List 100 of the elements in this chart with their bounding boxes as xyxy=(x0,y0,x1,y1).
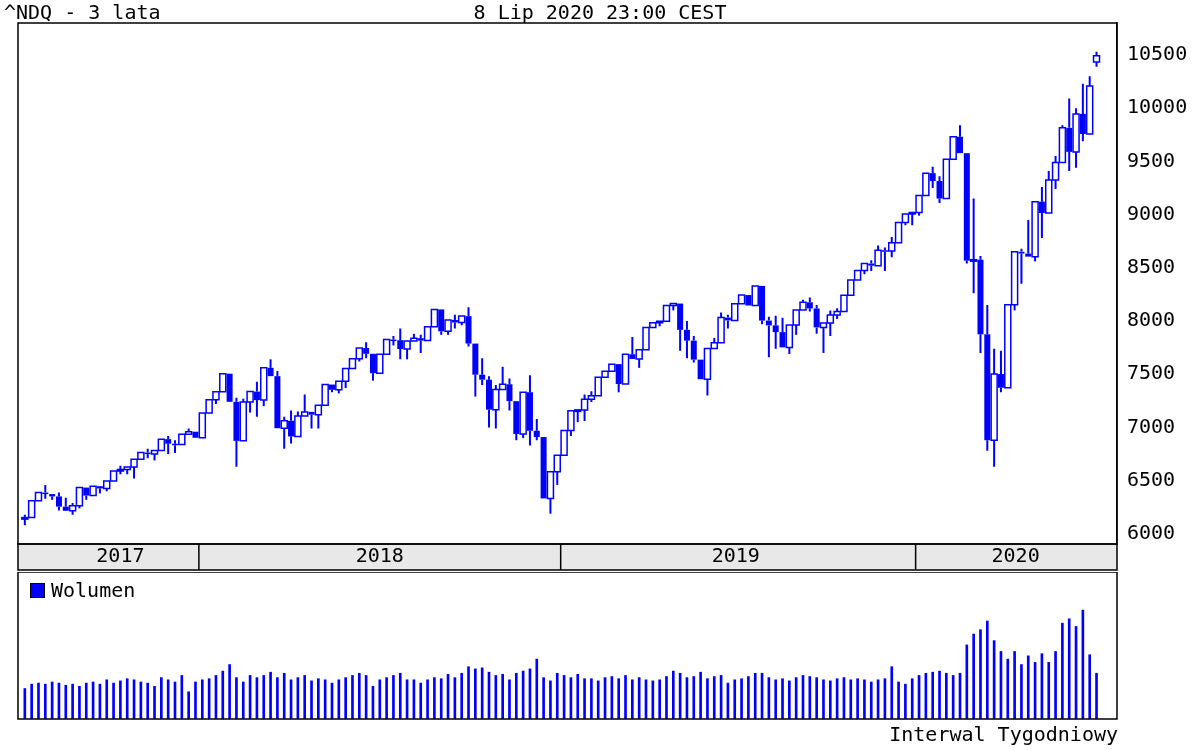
bar xyxy=(542,677,545,719)
x-tick-label: 2020 xyxy=(991,543,1040,568)
bar xyxy=(747,676,750,719)
candlestick xyxy=(479,357,486,386)
bar xyxy=(71,683,74,719)
bar xyxy=(706,678,709,719)
bar xyxy=(1006,658,1010,719)
bar xyxy=(508,679,511,719)
bar xyxy=(972,633,975,719)
bar xyxy=(30,683,33,719)
y-tick-label: 7000 xyxy=(1127,413,1176,438)
bar xyxy=(494,675,498,719)
candlestick xyxy=(690,334,697,364)
bar xyxy=(897,681,900,719)
bar xyxy=(910,678,914,719)
bar xyxy=(815,677,818,719)
bar xyxy=(590,678,593,719)
bar xyxy=(344,677,347,719)
x-tick-label: 2018 xyxy=(355,543,404,568)
y-tick-label: 7500 xyxy=(1127,360,1176,385)
candlestick xyxy=(772,314,779,350)
bar xyxy=(794,677,798,719)
bar xyxy=(890,666,894,719)
chart-subtitle: 8 Lip 2020 23:00 CEST xyxy=(473,0,727,24)
bar xyxy=(323,679,327,719)
bar xyxy=(938,670,941,719)
bar xyxy=(474,668,477,719)
bar xyxy=(828,680,832,719)
bar xyxy=(1061,622,1064,719)
bar xyxy=(624,675,627,719)
bar xyxy=(658,679,661,719)
bar xyxy=(235,677,238,719)
bar xyxy=(1067,618,1071,719)
bar xyxy=(869,681,873,719)
bar xyxy=(965,644,969,719)
bar xyxy=(392,675,395,719)
bar xyxy=(337,679,341,719)
x-tick-label: 2017 xyxy=(96,543,145,568)
bar xyxy=(1013,651,1016,719)
bar xyxy=(596,680,600,719)
bar xyxy=(378,679,382,719)
bar xyxy=(37,682,40,719)
bar xyxy=(1088,654,1092,719)
bar xyxy=(822,679,825,719)
bar xyxy=(740,678,743,719)
bar xyxy=(310,680,313,719)
bar xyxy=(692,676,696,719)
y-tick-label: 9500 xyxy=(1127,147,1176,172)
bar xyxy=(398,672,402,719)
bar xyxy=(43,683,47,719)
x-tick-label: 2019 xyxy=(711,543,760,568)
bar xyxy=(241,681,245,719)
y-tick-label: 6000 xyxy=(1127,520,1176,545)
bar xyxy=(84,682,88,719)
bar xyxy=(535,658,539,719)
bar xyxy=(781,678,784,719)
y-tick-label: 8000 xyxy=(1127,307,1176,332)
bar xyxy=(78,686,81,719)
bar xyxy=(555,672,559,719)
bar xyxy=(979,629,982,719)
bar xyxy=(112,682,115,719)
bar xyxy=(753,672,757,719)
bar xyxy=(426,679,429,719)
bar xyxy=(501,674,504,719)
bar xyxy=(317,678,320,719)
chart-title: ^NDQ - 3 lata xyxy=(4,0,161,24)
bar xyxy=(651,680,655,719)
bar xyxy=(146,682,150,719)
bar xyxy=(671,670,675,719)
y-tick-label: 6500 xyxy=(1127,466,1176,491)
bar xyxy=(985,620,989,719)
candlestick xyxy=(533,417,540,442)
bar xyxy=(262,675,266,719)
text: Interwal Tygodniowy xyxy=(889,722,1118,746)
bar xyxy=(125,678,129,719)
bar xyxy=(733,679,737,719)
bar xyxy=(303,675,307,719)
bar xyxy=(583,678,586,719)
bar xyxy=(849,679,853,719)
bar xyxy=(351,675,354,719)
bar xyxy=(160,677,163,719)
bar xyxy=(631,679,634,719)
y-tick-label: 10500 xyxy=(1127,41,1188,66)
bar xyxy=(357,672,361,719)
bar xyxy=(549,680,552,719)
bar xyxy=(282,672,286,719)
bar xyxy=(665,676,668,719)
bar xyxy=(1026,655,1030,719)
bar xyxy=(1047,662,1051,719)
bar xyxy=(64,684,68,719)
bar xyxy=(904,683,907,719)
candlestick xyxy=(472,343,479,398)
bar xyxy=(945,672,948,719)
bar xyxy=(119,680,122,719)
bar xyxy=(439,678,443,719)
bar xyxy=(105,679,109,719)
bar xyxy=(385,677,388,719)
bar xyxy=(1054,651,1057,719)
bar xyxy=(269,671,272,719)
bar xyxy=(166,679,170,719)
